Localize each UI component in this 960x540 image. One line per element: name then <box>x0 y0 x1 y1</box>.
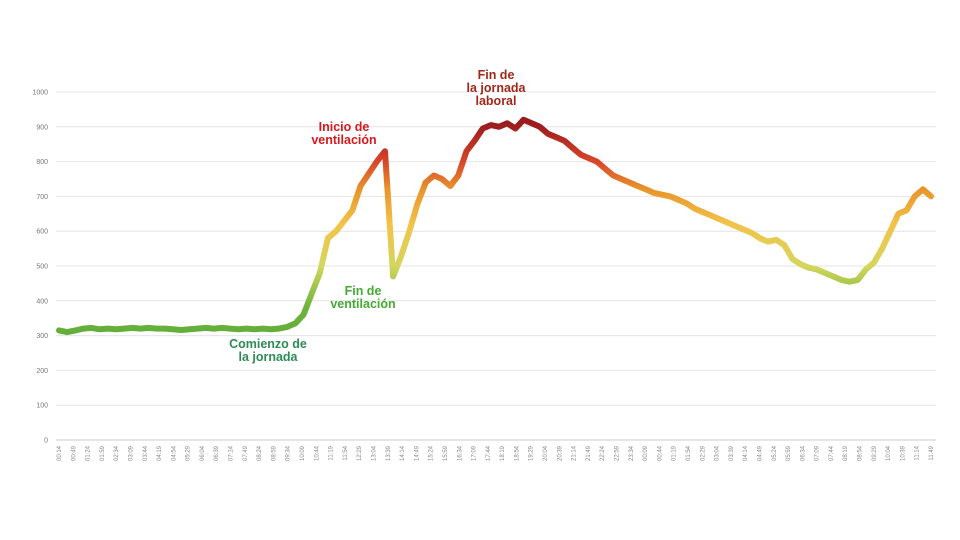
x-tick-label: 12:29 <box>357 445 363 461</box>
annotation-start: Comienzo de la jornada <box>229 337 307 364</box>
x-tick-label: 03:09 <box>128 445 134 461</box>
y-tick-label: 900 <box>36 124 48 131</box>
x-tick-label: 02:34 <box>114 445 120 461</box>
x-tick-label: 15:59 <box>443 445 449 461</box>
x-tick-label: 17:44 <box>486 445 492 461</box>
x-tick-label: 08:59 <box>271 445 277 461</box>
x-tick-label: 11:54 <box>343 445 349 460</box>
x-tick-label: 21:49 <box>586 445 592 461</box>
x-tick-label: 15:24 <box>429 445 435 461</box>
x-tick-label: 08:54 <box>858 445 864 461</box>
x-tick-label: 05:59 <box>786 445 792 461</box>
y-tick-label: 700 <box>36 194 48 201</box>
x-tick-label: 14:49 <box>414 445 420 461</box>
x-tick-label: 04:14 <box>743 445 749 461</box>
annotation-vent-start: Inicio de ventilación <box>311 120 376 147</box>
y-tick-label: 500 <box>36 264 48 271</box>
x-tick-label: 01:59 <box>100 445 106 461</box>
y-tick-label: 800 <box>36 159 48 166</box>
x-tick-label: 10:39 <box>900 445 906 461</box>
x-tick-label: 22:24 <box>600 445 606 461</box>
y-axis-tick-labels: 0 100 200 300 400 500 600 700 800 900 1000 <box>32 90 48 445</box>
y-tick-label: 400 <box>36 298 48 305</box>
x-tick-label: 03:04 <box>715 445 721 461</box>
x-tick-label: 09:29 <box>872 445 878 461</box>
co2-series-line <box>56 116 934 336</box>
x-tick-label: 19:29 <box>529 445 535 461</box>
x-tick-label: 13:39 <box>386 445 392 461</box>
x-tick-label: 23:34 <box>629 445 635 461</box>
x-tick-label: 04:19 <box>157 445 163 461</box>
x-tick-label: 03:44 <box>143 445 149 461</box>
y-tick-label: 600 <box>36 229 48 236</box>
x-tick-label: 00:09 <box>643 445 649 461</box>
x-tick-label: 21:14 <box>572 445 578 461</box>
annotation-vent-end: Fin de ventilación <box>330 284 395 311</box>
annotation-work-end: Fin de la jornada laboral <box>466 68 526 108</box>
x-tick-label: 00:14 <box>57 445 63 461</box>
x-tick-label: 01:19 <box>672 445 678 461</box>
x-axis-tick-labels: 00:14 00:49 01:24 01:59 02:34 03:09 03:44 04:19… <box>57 445 935 461</box>
x-tick-label: 03:39 <box>729 445 735 461</box>
annotations: Comienzo de la jornada Inicio de ventilació… <box>229 68 526 364</box>
x-tick-label: 09:34 <box>286 445 292 461</box>
x-tick-label: 08:24 <box>257 445 263 461</box>
x-tick-label: 11:49 <box>929 445 935 460</box>
x-tick-label: 07:44 <box>829 445 835 461</box>
x-tick-label: 20:39 <box>557 445 563 461</box>
x-tick-label: 04:49 <box>757 445 763 461</box>
x-tick-label: 05:24 <box>772 445 778 461</box>
x-tick-label: 14:14 <box>400 445 406 461</box>
x-tick-label: 16:34 <box>457 445 463 461</box>
x-tick-label: 18:54 <box>514 445 520 461</box>
x-tick-label: 10:44 <box>314 445 320 461</box>
x-tick-label: 08:19 <box>843 445 849 461</box>
x-tick-label: 18:19 <box>500 445 506 461</box>
y-tick-label: 300 <box>36 333 48 340</box>
x-tick-label: 11:19 <box>329 445 335 460</box>
y-tick-label: 1000 <box>32 90 48 97</box>
x-tick-label: 22:59 <box>615 445 621 461</box>
x-tick-label: 04:54 <box>171 445 177 461</box>
x-tick-label: 05:29 <box>186 445 192 461</box>
x-tick-label: 06:34 <box>800 445 806 461</box>
x-tick-label: 07:09 <box>815 445 821 461</box>
x-tick-label: 10:09 <box>300 445 306 461</box>
x-tick-label: 00:49 <box>71 445 77 461</box>
x-tick-label: 10:04 <box>886 445 892 461</box>
y-tick-label: 200 <box>36 368 48 375</box>
x-tick-label: 01:54 <box>686 445 692 461</box>
y-tick-label: 100 <box>36 403 48 410</box>
x-tick-label: 13:04 <box>371 445 377 461</box>
x-tick-label: 20:04 <box>543 445 549 461</box>
x-tick-label: 07:14 <box>229 445 235 461</box>
x-tick-label: 11:14 <box>915 445 921 460</box>
x-tick-label: 17:09 <box>472 445 478 461</box>
x-tick-label: 07:49 <box>243 445 249 461</box>
x-tick-label: 06:04 <box>200 445 206 461</box>
x-tick-label: 02:29 <box>700 445 706 461</box>
x-tick-label: 01:24 <box>86 445 92 461</box>
x-tick-label: 00:44 <box>657 445 663 461</box>
x-tick-label: 06:39 <box>214 445 220 461</box>
gridlines <box>56 91 936 441</box>
y-tick-label: 0 <box>44 438 48 445</box>
